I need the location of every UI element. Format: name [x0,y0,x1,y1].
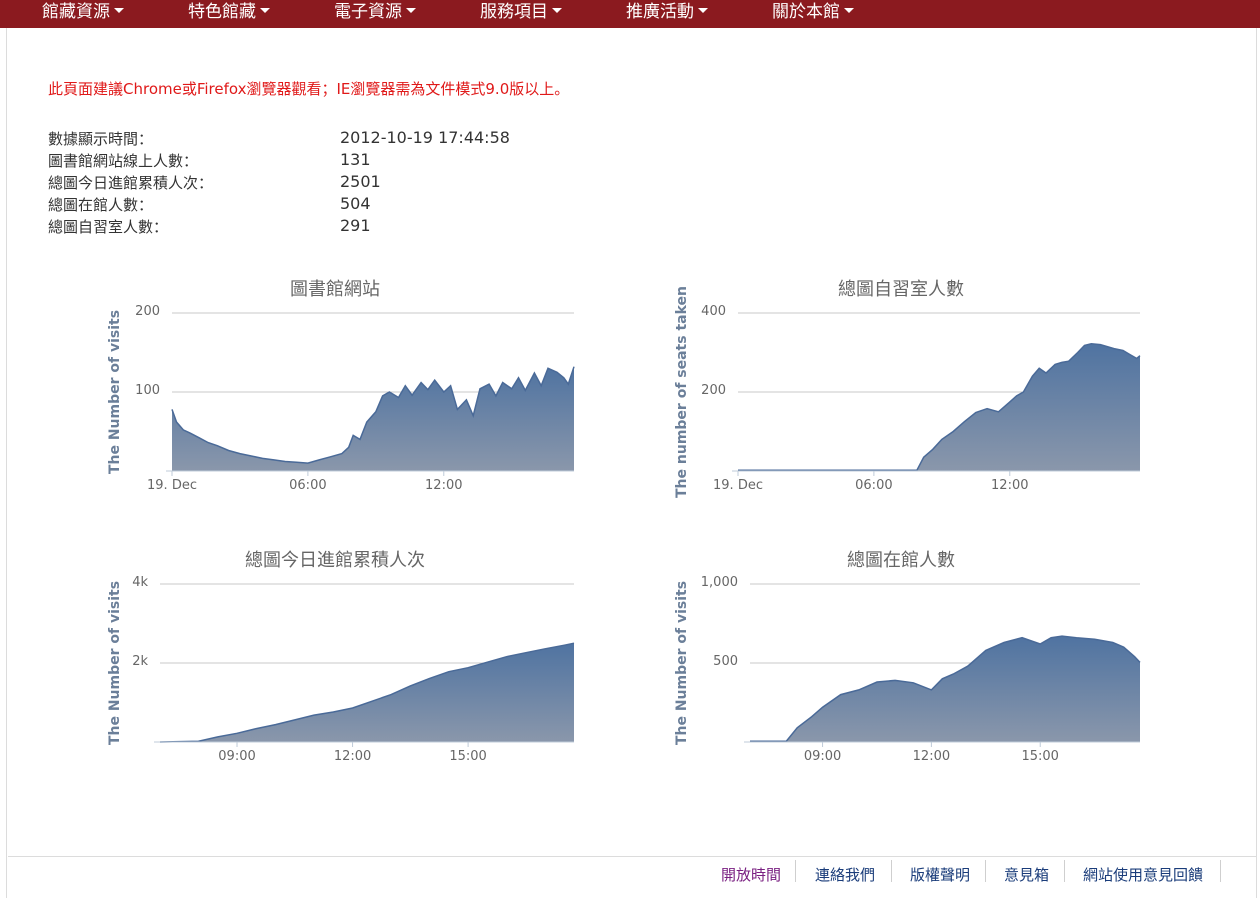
footer-link-contact[interactable]: 連絡我們 [815,866,876,884]
series-line [171,366,575,464]
nav-item-label: 特色館藏 [188,2,256,22]
x-tick-label: 19. Dec [713,478,763,493]
nav-item-label: 館藏資源 [42,2,110,22]
footer-separator [795,860,796,882]
stat-value-time: 2012-10-19 17:44:58 [340,128,510,147]
footer-link-copyright[interactable]: 版權聲明 [910,866,971,884]
stat-value-in-library: 504 [340,194,371,213]
nav-item-collections[interactable]: 館藏資源 [42,0,124,28]
nav-item-events[interactable]: 推廣活動 [626,0,708,28]
footer-separator [891,860,892,882]
x-tick-label: 12:00 [425,478,462,493]
content-left-border [6,28,7,898]
y-tick-label: 1,000 [701,575,738,590]
nav-item-special-collections[interactable]: 特色館藏 [188,0,270,28]
nav-item-e-resources[interactable]: 電子資源 [334,0,416,28]
caret-down-icon [260,8,270,13]
x-tick-label: 12:00 [991,478,1028,493]
footer-divider [8,856,1256,857]
x-tick-label: 15:00 [449,749,486,764]
nav-item-label: 服務項目 [480,2,548,22]
series-area [160,643,574,742]
top-nav-bar: 館藏資源 特色館藏 電子資源 服務項目 推廣活動 關於本館 [0,0,1260,28]
y-tick-label: 100 [135,383,160,398]
stat-value-study-room: 291 [340,216,371,235]
chart-title: 總圖今日進館累積人次 [245,550,425,571]
y-tick-label: 2k [132,654,148,669]
series-area [738,343,1140,471]
stat-label-in-library: 總圖在館人數： [48,196,154,214]
caret-down-icon [844,8,854,13]
chart-title: 總圖在館人數 [847,550,955,571]
browser-notice: 此頁面建議Chrome或Firefox瀏覽器觀看；IE瀏覽器需為文件模式9.0版… [48,80,570,98]
footer-separator [985,860,986,882]
y-axis-label: The Number of visits [107,581,123,745]
y-tick-label: 200 [701,383,726,398]
caret-down-icon [698,8,708,13]
footer-link-feedback[interactable]: 網站使用意見回饋 [1083,866,1204,884]
content-right-border [1256,28,1257,898]
nav-item-about[interactable]: 關於本館 [772,0,854,28]
y-axis-label: The Number of visits [107,310,123,474]
footer-link-suggestion-box[interactable]: 意見箱 [1004,866,1050,884]
x-tick-label: 12:00 [913,749,950,764]
stat-value-online: 131 [340,150,371,169]
stat-label-time: 數據顯示時間： [48,130,154,148]
nav-item-label: 電子資源 [334,2,402,22]
stat-label-study-room: 總圖自習室人數： [48,218,169,236]
chart-4: 總圖在館人數 The Number of visits 500 1,000 09:00 1… [674,550,1141,764]
y-tick-label: 4k [132,575,148,590]
nav-item-label: 推廣活動 [626,2,694,22]
x-tick-label: 12:00 [334,749,371,764]
footer-link-opening-hours[interactable]: 開放時間 [721,866,782,884]
x-tick-label: 06:00 [289,478,326,493]
series-line [738,343,1141,471]
nav-item-label: 關於本館 [772,2,840,22]
stat-label-online: 圖書館網站線上人數： [48,152,199,170]
footer-separator [1064,860,1065,882]
chart-title: 圖書館網站 [290,279,380,300]
chart-2: 總圖自習室人數 The number of seats taken 200 400 19… [674,279,1141,498]
y-axis-label: The number of seats taken [674,286,690,498]
chart-title: 總圖自習室人數 [838,279,964,300]
footer-separator [1220,860,1221,882]
series-line [159,642,575,743]
y-tick-label: 400 [701,304,726,319]
x-tick-label: 06:00 [855,478,892,493]
chart-1: 圖書館網站 The Number of visits 100 200 19. Dec 06… [107,279,575,493]
x-tick-label: 19. Dec [147,478,197,493]
caret-down-icon [552,8,562,13]
x-tick-label: 09:00 [804,749,841,764]
chart-3: 總圖今日進館累積人次 The Number of visits 2k 4k 09:00 1… [107,550,575,764]
nav-item-services[interactable]: 服務項目 [480,0,562,28]
series-line [750,635,1141,742]
series-area [172,366,574,471]
y-axis-label: The Number of visits [674,581,690,745]
y-tick-label: 500 [713,654,738,669]
caret-down-icon [114,8,124,13]
caret-down-icon [406,8,416,13]
stat-value-entries: 2501 [340,172,381,191]
stat-label-entries: 總圖今日進館累積人次： [48,174,214,192]
y-tick-label: 200 [135,304,160,319]
x-tick-label: 15:00 [1021,749,1058,764]
series-area [750,636,1140,742]
x-tick-label: 09:00 [218,749,255,764]
